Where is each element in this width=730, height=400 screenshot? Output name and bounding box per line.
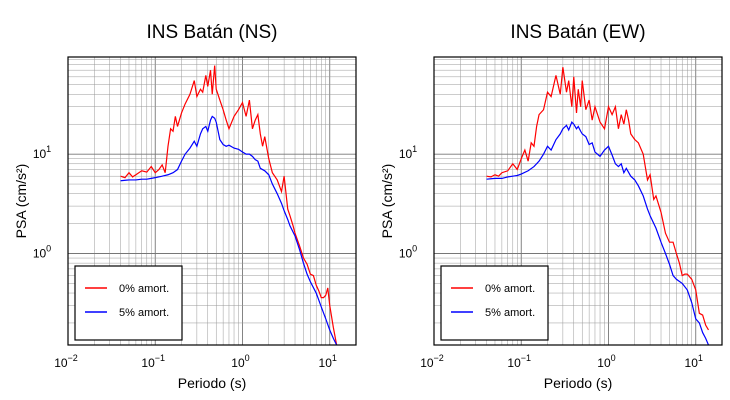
chart-title: INS Batán (NS) — [147, 22, 278, 43]
chart-panel-2: 10−2 10−1 100 101 100 101 INS Batán (EW) Period… — [379, 22, 723, 391]
legend-box — [74, 265, 183, 341]
x-tick-label: 101 — [685, 353, 703, 370]
series-line-amort-0 — [120, 65, 338, 345]
y-tick-label: 101 — [399, 144, 417, 161]
x-tick-label: 100 — [231, 353, 249, 370]
x-tick-label: 10−1 — [141, 353, 165, 370]
plot-frame — [67, 56, 357, 346]
x-tick-label: 10−2 — [420, 353, 444, 370]
x-tick-label: 10−1 — [507, 353, 531, 370]
y-tick-label: 100 — [33, 244, 51, 261]
legend-label: 5% amort. — [485, 307, 535, 319]
chart-panel-1: 10−2 10−1 100 101 100 101 INS Batán (NS) Period… — [13, 22, 357, 391]
plot-frame — [433, 56, 723, 346]
legend-box — [440, 265, 549, 341]
legend-label: 0% amort. — [119, 283, 169, 295]
legend: 0% amort. 5% amort. — [74, 265, 183, 341]
series-line-amort-5 — [486, 121, 710, 345]
y-axis-label: PSA (cm/s²) — [13, 164, 29, 239]
x-tick-label: 10−2 — [54, 353, 78, 370]
legend-label: 5% amort. — [119, 307, 169, 319]
y-tick-label: 101 — [33, 144, 51, 161]
x-tick-label: 101 — [319, 353, 337, 370]
legend: 0% amort. 5% amort. — [440, 265, 549, 341]
x-tick-label: 100 — [597, 353, 615, 370]
x-axis-label: Periodo (s) — [544, 375, 612, 391]
series-line-amort-5 — [120, 115, 338, 345]
legend-label: 0% amort. — [485, 283, 535, 295]
series-line-amort-0 — [486, 67, 710, 331]
y-axis-label: PSA (cm/s²) — [379, 164, 395, 239]
chart-title: INS Batán (EW) — [510, 22, 645, 43]
x-axis-label: Periodo (s) — [178, 375, 246, 391]
y-tick-label: 100 — [399, 244, 417, 261]
